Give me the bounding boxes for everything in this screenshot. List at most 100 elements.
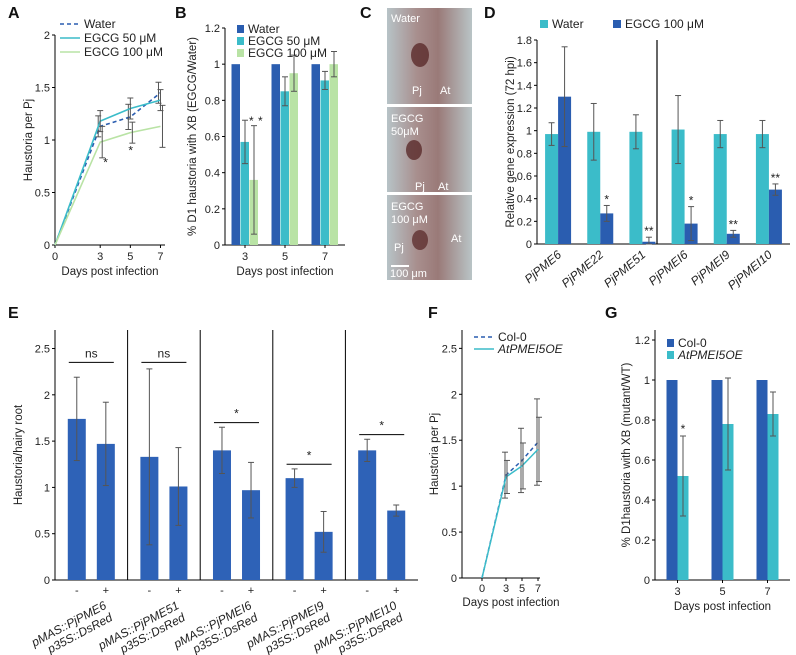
y-tick-label: 0.6 <box>517 171 532 183</box>
scale-bar-label: 100 μm <box>390 268 427 280</box>
panel-label-e: E <box>8 305 19 322</box>
y-tick-label: 0.2 <box>635 535 650 547</box>
significance-label: * <box>307 448 312 462</box>
bar-water <box>755 134 769 244</box>
significance-label: ns <box>158 346 171 360</box>
y-tick-label: 2 <box>44 30 50 42</box>
legend-label: EGCG 50 μM <box>248 34 320 48</box>
y-axis-title: % D1haustoria with XB (mutant/WT) <box>621 362 633 547</box>
x-tick-label: PjPME22 <box>559 247 607 290</box>
y-tick-label: 0.4 <box>517 194 532 206</box>
series-line-1 <box>54 99 161 246</box>
haustorium-spot <box>411 43 429 67</box>
y-tick-label: 1.5 <box>442 435 457 447</box>
bar-plus <box>169 486 188 580</box>
bar-plus <box>387 510 406 580</box>
significance-star: ** <box>644 224 654 238</box>
series-line-1 <box>481 448 539 579</box>
y-axis-title: Haustoria/hairy root <box>13 404 25 505</box>
legend-swatch <box>237 37 244 45</box>
y-tick-label: 0 <box>644 575 650 587</box>
micrograph-water <box>387 8 472 104</box>
x-tick-label: 7 <box>764 586 770 598</box>
micro-label-water: Water <box>391 13 420 25</box>
x-tick-label: + <box>175 585 181 597</box>
legend-label: EGCG 100 μM <box>625 17 704 31</box>
bar-atpmei5oe <box>677 476 689 580</box>
y-tick-label: 0 <box>451 573 457 585</box>
chart-panel-f: 0 0.5 1 1.5 2 2.5 Haustoria per Pj 0 3 5 7 Days pos… <box>429 330 564 609</box>
legend-swatch <box>237 49 244 57</box>
x-tick-label: - <box>365 585 369 597</box>
panel-label-d: D <box>484 5 496 22</box>
y-tick-label: 1 <box>644 375 650 387</box>
micro-label-pj: Pj <box>412 85 422 97</box>
micro-label-egcg: EGCG <box>391 201 423 213</box>
series-line-2 <box>54 125 161 246</box>
bar-minus <box>358 450 377 580</box>
micro-label-conc: 100 μM <box>391 214 428 226</box>
x-tick-label: 7 <box>157 251 163 263</box>
y-tick-label: 1 <box>44 135 50 147</box>
bar-plus <box>314 531 333 580</box>
y-tick-label: 1.2 <box>517 103 532 115</box>
x-tick-label: + <box>320 585 326 597</box>
bar-egcg100 <box>768 189 782 244</box>
x-tick-label: - <box>293 585 297 597</box>
legend-label: EGCG 100 μM <box>84 45 163 59</box>
x-tick-label: 5 <box>719 586 725 598</box>
y-tick-label: 0 <box>214 240 220 252</box>
legend-label: Col-0 <box>498 330 527 344</box>
y-tick-label: 0.8 <box>635 415 650 427</box>
x-tick-label: 7 <box>322 251 328 263</box>
bar-atpmei5oe <box>722 424 734 580</box>
y-tick-label: 1.2 <box>635 335 650 347</box>
x-axis-title: Days post infection <box>674 601 771 613</box>
y-tick-label: 1.8 <box>517 35 532 47</box>
bar-water <box>311 64 320 246</box>
haustorium-spot <box>412 230 428 250</box>
chart-panel-g: 0 0.2 0.4 0.6 0.8 1 1.2 % D1haustoria with XB (… <box>621 330 790 613</box>
bar-water <box>713 134 727 244</box>
x-tick-label: 5 <box>282 251 288 263</box>
y-tick-label: 1 <box>451 481 457 493</box>
legend-label: Water <box>84 17 116 31</box>
bar-egcg100 <box>726 233 740 244</box>
bar-egcg-100-m <box>289 73 298 245</box>
bar-plus <box>96 443 115 580</box>
x-tick-label: PjPMEI10 <box>725 247 775 292</box>
panel-label-g: G <box>605 305 617 322</box>
x-tick-label: 3 <box>97 251 103 263</box>
x-tick-label: PjPME6 <box>522 247 564 286</box>
y-tick-label: 0.2 <box>517 216 532 228</box>
bar-egcg-50-m <box>240 141 249 245</box>
y-tick-label: 0.8 <box>517 148 532 160</box>
significance-star: * <box>249 114 254 128</box>
bar-egcg-50-m <box>280 91 289 246</box>
y-tick-label: 2.5 <box>442 343 457 355</box>
x-tick-label: - <box>220 585 224 597</box>
significance-star: * <box>681 422 686 436</box>
legend-swatch <box>667 339 674 347</box>
bar-water <box>271 64 280 246</box>
panel-label-c: C <box>360 5 372 22</box>
y-axis-title: % D1 haustoria with XB (EGCG/Water) <box>187 37 199 236</box>
x-tick-label: 3 <box>503 583 509 595</box>
y-tick-label: 0.5 <box>35 529 50 541</box>
significance-star: * <box>103 155 108 169</box>
legend-swatch <box>540 20 548 28</box>
bar-minus <box>67 418 86 580</box>
bar-water <box>231 64 240 246</box>
chart-panel-a: 0 0.5 1 1.5 2 Haustoria per Pj 0 3 5 7 Days post i… <box>23 17 166 278</box>
x-tick-label: + <box>248 585 254 597</box>
y-tick-label: 0 <box>44 240 50 252</box>
series-line-0 <box>481 441 539 579</box>
x-tick-label: 3 <box>674 586 680 598</box>
y-tick-label: 2 <box>44 390 50 402</box>
legend-swatch <box>237 25 244 33</box>
y-tick-label: 0 <box>44 575 50 587</box>
legend-label: Col-0 <box>678 336 707 350</box>
y-axis-title: Haustoria per Pj <box>429 413 441 495</box>
legend-label: EGCG 50 μM <box>84 31 156 45</box>
